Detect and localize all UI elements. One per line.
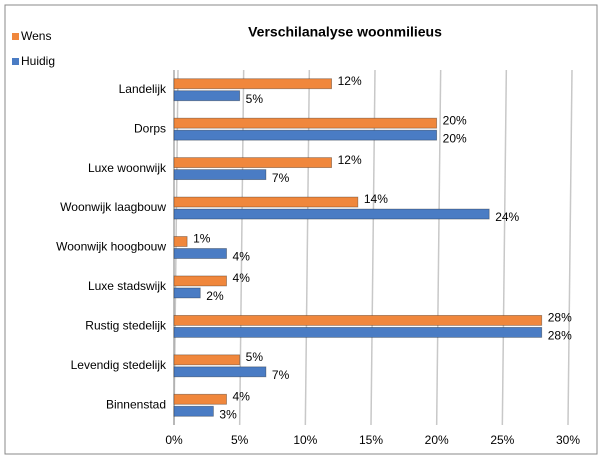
grid-line [370, 69, 376, 426]
bar [173, 157, 333, 169]
bar [173, 275, 227, 287]
grid-line [238, 69, 245, 426]
legend-swatch [12, 33, 19, 40]
data-label: 4% [233, 389, 251, 403]
data-label: 12% [338, 153, 362, 167]
y-tick-label: Luxe woonwijk [88, 161, 167, 175]
bar [173, 354, 241, 366]
data-label: 12% [338, 74, 362, 88]
x-tick-label: 5% [231, 433, 249, 447]
data-label: 2% [206, 289, 224, 303]
bar [173, 287, 201, 299]
y-tick-label: Woonwijk laagbouw [60, 200, 166, 214]
grid-line [501, 69, 508, 426]
bar [173, 117, 438, 129]
x-tick-label: 20% [425, 433, 449, 447]
data-label: 5% [246, 350, 264, 364]
bar [173, 393, 227, 405]
bar [173, 169, 267, 181]
chart-title: Verschilanalyse woonmilieus [248, 24, 442, 40]
data-label: 20% [443, 113, 467, 127]
x-tick-label: 10% [293, 433, 317, 447]
bar [173, 208, 490, 220]
bar [173, 314, 543, 326]
data-label: 1% [193, 232, 211, 246]
bar [173, 236, 188, 247]
data-label: 28% [548, 329, 572, 343]
data-label: 3% [219, 407, 237, 421]
data-label: 14% [364, 192, 388, 206]
data-label: 20% [443, 131, 467, 145]
bar [173, 326, 543, 338]
y-tick-label: Rustig stedelijk [85, 319, 167, 333]
bar [173, 405, 214, 417]
x-tick-label: 25% [490, 433, 514, 447]
x-tick-label: 15% [359, 433, 383, 447]
grid-line [567, 69, 573, 426]
y-tick-label: Dorps [134, 121, 166, 135]
bar [173, 129, 438, 141]
x-tick-label: 30% [556, 433, 580, 447]
bar [173, 78, 333, 90]
y-tick-label: Levendig stedelijk [71, 358, 167, 372]
chart-border [4, 4, 598, 455]
bar [173, 366, 267, 378]
bar [173, 248, 227, 259]
data-label: 7% [272, 368, 290, 382]
x-tick-label: 0% [165, 433, 183, 447]
bar [173, 196, 359, 208]
data-label: 28% [548, 311, 572, 325]
data-label: 4% [233, 271, 251, 285]
legend-swatch [12, 58, 19, 65]
grid-line [304, 69, 311, 426]
data-label: 4% [233, 250, 251, 264]
data-label: 24% [495, 210, 519, 224]
legend-label: Wens [21, 29, 51, 43]
grid-line [435, 69, 442, 426]
y-tick-label: Binnenstad [106, 397, 166, 411]
legend-label: Huidig [21, 54, 55, 68]
y-tick-label: Luxe stadswijk [88, 279, 167, 293]
data-label: 5% [246, 92, 264, 106]
y-tick-label: Landelijk [119, 82, 167, 96]
y-tick-label: Woonwijk hoogbouw [56, 240, 166, 254]
data-label: 7% [272, 171, 290, 185]
bar [173, 90, 241, 102]
